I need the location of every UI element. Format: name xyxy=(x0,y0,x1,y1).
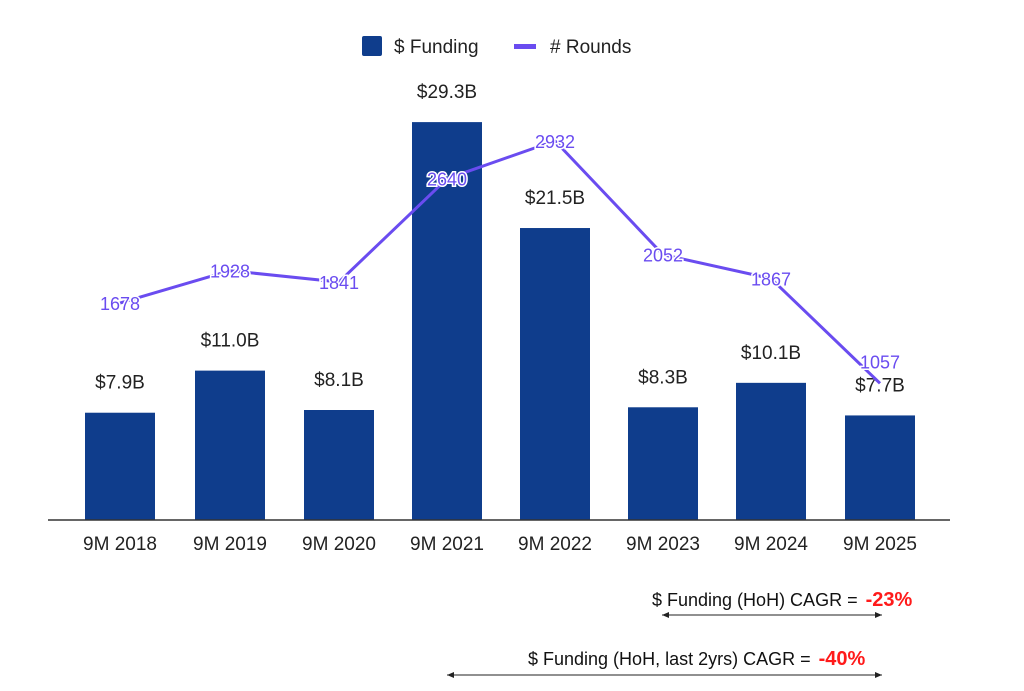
rounds-point-label: 1928 xyxy=(210,262,250,282)
rounds-point-label: 2932 xyxy=(535,132,575,152)
bar-value-label: $8.3B xyxy=(638,367,688,388)
rounds-point-label: 2052 xyxy=(643,246,683,266)
rounds-point-label: 1867 xyxy=(751,270,791,290)
legend-label-rounds: # Rounds xyxy=(550,37,631,58)
bar-value-label: $7.7B xyxy=(855,375,905,396)
bar-value-label: $11.0B xyxy=(201,331,260,352)
cagr-label-2: $ Funding (HoH, last 2yrs) CAGR = xyxy=(528,649,811,669)
bar-9M-2021 xyxy=(412,122,482,520)
x-tick-label: 9M 2021 xyxy=(410,534,484,555)
x-tick-label: 9M 2023 xyxy=(626,534,700,555)
bar-value-label: $29.3B xyxy=(417,82,477,103)
cagr-value-2: -40% xyxy=(818,648,866,670)
legend-swatch-funding xyxy=(362,36,382,56)
bar-9M-2023 xyxy=(628,407,698,520)
cagr-annotation-2: $ Funding (HoH, last 2yrs) CAGR = -40% xyxy=(528,648,865,671)
bar-9M-2025 xyxy=(845,415,915,520)
cagr-value-1: -23% xyxy=(865,589,913,611)
x-tick-label: 9M 2022 xyxy=(518,534,592,555)
x-tick-label: 9M 2020 xyxy=(302,534,376,555)
rounds-line xyxy=(119,139,882,385)
x-tick-label: 9M 2018 xyxy=(83,534,157,555)
bar-value-label: $10.1B xyxy=(741,343,801,364)
bar-9M-2022 xyxy=(520,228,590,520)
x-tick-label: 9M 2019 xyxy=(193,534,267,555)
rounds-point-label: 1678 xyxy=(100,294,140,314)
legend-label-funding: $ Funding xyxy=(394,37,479,58)
bar-9M-2019 xyxy=(195,370,265,520)
bar-value-label: $8.1B xyxy=(314,370,364,391)
cagr-label-1: $ Funding (HoH) CAGR = xyxy=(652,590,858,610)
bar-9M-2024 xyxy=(736,382,806,520)
x-tick-label: 9M 2024 xyxy=(734,534,808,555)
rounds-point-label: 1841 xyxy=(319,273,359,293)
rounds-point-label: 1057 xyxy=(860,352,900,372)
bar-value-label: $7.9B xyxy=(95,373,145,394)
cagr-annotation-1: $ Funding (HoH) CAGR = -23% xyxy=(652,589,912,612)
bar-9M-2020 xyxy=(304,410,374,520)
rounds-point-label: 2640 xyxy=(427,170,467,190)
legend-swatch-rounds xyxy=(514,44,536,49)
bar-9M-2018 xyxy=(85,412,155,520)
bar-value-label: $21.5B xyxy=(525,188,585,209)
legend: $ Funding # Rounds xyxy=(362,36,631,58)
x-tick-label: 9M 2025 xyxy=(843,534,917,555)
